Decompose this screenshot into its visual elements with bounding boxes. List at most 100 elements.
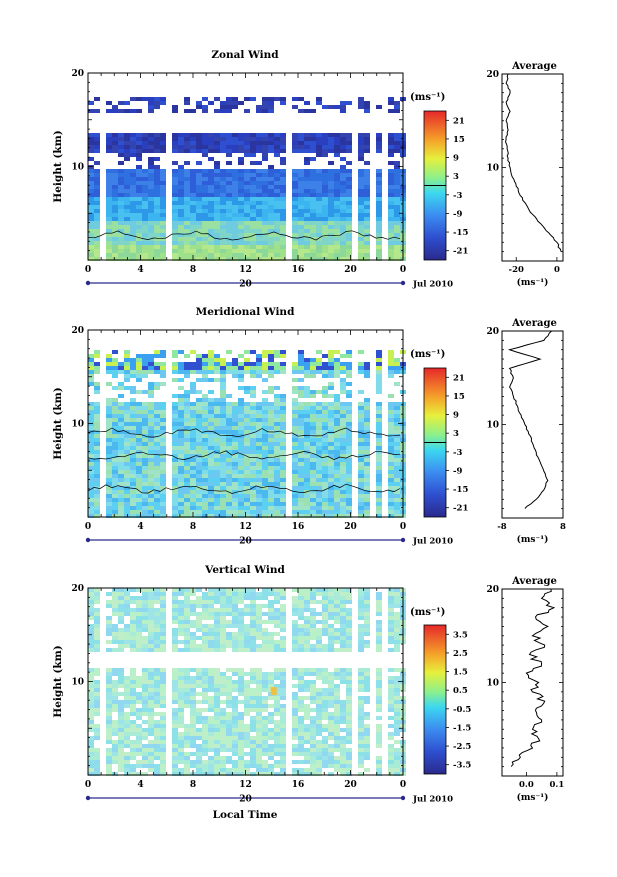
heat-cell xyxy=(184,229,190,233)
heat-cell xyxy=(190,712,196,716)
heat-cell xyxy=(274,752,280,756)
heat-cell xyxy=(88,454,94,458)
heat-cell xyxy=(154,628,160,632)
heat-cell xyxy=(178,712,184,716)
heat-cell xyxy=(328,173,334,177)
heat-cell xyxy=(124,628,130,632)
heat-cell xyxy=(376,410,382,414)
heat-cell xyxy=(280,490,286,494)
heat-cell xyxy=(202,374,208,378)
heat-cell xyxy=(298,173,304,177)
heat-cell xyxy=(340,406,346,410)
heat-cell xyxy=(94,736,100,740)
heat-cell xyxy=(214,133,220,137)
heat-cell xyxy=(322,506,328,510)
heat-cell xyxy=(88,768,94,772)
heat-cell xyxy=(214,466,220,470)
heat-cell xyxy=(130,109,136,113)
heat-cell xyxy=(202,696,208,700)
heat-cell xyxy=(94,406,100,410)
heat-cell xyxy=(328,193,334,197)
heat-cell xyxy=(280,422,286,426)
heat-cell xyxy=(154,370,160,374)
heat-cell xyxy=(328,426,334,430)
heat-cell xyxy=(274,434,280,438)
heat-cell xyxy=(316,153,322,157)
heat-cell xyxy=(178,676,184,680)
heat-cell xyxy=(364,169,370,173)
heat-cell xyxy=(256,201,262,205)
heat-cell xyxy=(244,632,250,636)
heat-cell xyxy=(136,97,142,101)
heat-cell xyxy=(154,101,160,105)
heat-cell xyxy=(268,720,274,724)
heat-cell xyxy=(394,370,400,374)
heat-cell xyxy=(112,446,118,450)
heat-cell xyxy=(328,478,334,482)
heat-cell xyxy=(190,209,196,213)
heat-cell xyxy=(262,696,268,700)
heat-cell xyxy=(376,245,382,249)
heat-cell xyxy=(142,692,148,696)
heat-cell xyxy=(220,370,226,374)
heat-cell xyxy=(130,358,136,362)
heat-cell xyxy=(304,736,310,740)
heat-cell xyxy=(310,229,316,233)
heat-cell xyxy=(172,732,178,736)
heat-cell xyxy=(358,101,364,105)
heat-cell xyxy=(250,153,256,157)
heat-cell xyxy=(142,748,148,752)
heat-cell xyxy=(88,716,94,720)
heat-cell xyxy=(268,470,274,474)
heat-cell xyxy=(148,394,154,398)
heat-cell xyxy=(160,640,166,644)
heat-cell xyxy=(280,205,286,209)
heat-cell xyxy=(388,486,394,490)
heat-cell xyxy=(256,229,262,233)
heat-cell xyxy=(154,241,160,245)
heat-cell xyxy=(238,386,244,390)
heat-cell xyxy=(298,588,304,592)
heat-cell xyxy=(220,185,226,189)
heat-cell xyxy=(220,145,226,149)
heat-cell xyxy=(172,414,178,418)
heat-cell xyxy=(184,225,190,229)
heat-cell xyxy=(214,370,220,374)
heat-cell xyxy=(232,205,238,209)
heat-cell xyxy=(220,394,226,398)
heat-cell xyxy=(256,644,262,648)
heat-cell xyxy=(256,756,262,760)
heat-cell xyxy=(238,225,244,229)
heat-cell xyxy=(322,494,328,498)
heat-cell xyxy=(196,490,202,494)
heat-cell xyxy=(232,466,238,470)
heat-cell xyxy=(202,229,208,233)
heat-cell xyxy=(202,728,208,732)
heat-cell xyxy=(112,680,118,684)
heat-cell xyxy=(202,640,208,644)
heat-cell xyxy=(322,596,328,600)
heat-cell xyxy=(256,446,262,450)
heat-cell xyxy=(94,173,100,177)
heat-cell xyxy=(280,213,286,217)
heat-cell xyxy=(388,410,394,414)
heat-cell xyxy=(250,616,256,620)
heat-cell xyxy=(160,193,166,197)
heat-cell xyxy=(208,189,214,193)
heat-cell xyxy=(202,141,208,145)
heat-cell xyxy=(220,744,226,748)
heat-cell xyxy=(124,506,130,510)
heat-cell xyxy=(328,394,334,398)
heat-cell xyxy=(250,692,256,696)
heat-cell xyxy=(262,636,268,640)
heat-cell xyxy=(256,177,262,181)
heat-cell xyxy=(130,169,136,173)
heat-cell xyxy=(226,696,232,700)
heat-cell xyxy=(346,490,352,494)
heat-cell xyxy=(214,185,220,189)
heat-cell xyxy=(124,350,130,354)
heat-cell xyxy=(142,366,148,370)
heat-cell xyxy=(304,149,310,153)
heat-cell xyxy=(202,137,208,141)
heat-cell xyxy=(88,418,94,422)
